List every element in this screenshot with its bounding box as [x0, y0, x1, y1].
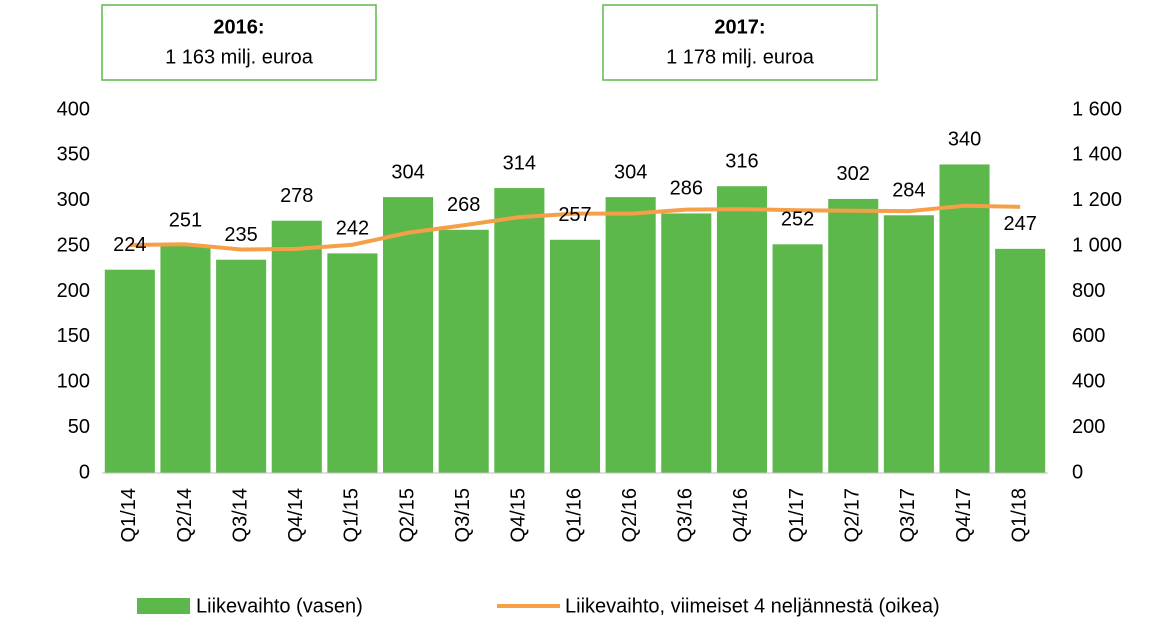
x-tick-label: Q3/16 — [675, 488, 697, 542]
data-label: 252 — [781, 209, 814, 231]
data-label: 251 — [169, 209, 202, 231]
bar — [216, 259, 267, 473]
data-label: 224 — [113, 234, 146, 256]
data-label: 304 — [391, 161, 424, 183]
legend-label: Liikevaihto (vasen) — [196, 595, 363, 617]
annotation-title: 2017: — [714, 16, 765, 38]
y-tick-label: 250 — [57, 234, 90, 256]
annotation-box — [602, 4, 878, 81]
x-tick-label: Q4/16 — [730, 488, 752, 542]
x-tick-label: Q1/15 — [341, 488, 363, 542]
legend-label: Liikevaihto, viimeiset 4 neljännestä (oi… — [565, 595, 940, 617]
y-tick-label: 200 — [57, 280, 90, 302]
data-label: 286 — [670, 178, 703, 200]
x-tick-label: Q3/17 — [897, 488, 919, 542]
data-label: 242 — [336, 218, 369, 240]
bar — [104, 269, 155, 473]
y2-tick-label: 1 000 — [1072, 234, 1122, 256]
bar — [549, 239, 601, 473]
data-label: 316 — [725, 151, 758, 173]
y2-tick-label: 0 — [1072, 461, 1083, 483]
data-label: 235 — [224, 224, 257, 246]
bar — [716, 186, 767, 474]
y2-tick-label: 400 — [1072, 371, 1105, 393]
bar — [883, 215, 934, 473]
annotation-text: 1 178 milj. euroa — [666, 46, 815, 68]
x-tick-label: Q2/16 — [619, 488, 641, 542]
y-tick-label: 0 — [79, 461, 90, 483]
data-label: 302 — [837, 163, 870, 185]
annotation-title: 2016: — [213, 16, 264, 38]
bar — [271, 220, 322, 473]
x-tick-label: Q2/17 — [842, 488, 864, 542]
y-tick-label: 400 — [57, 98, 90, 120]
legend-swatch — [137, 598, 190, 614]
x-tick-label: Q1/17 — [786, 488, 808, 542]
annotation-box — [101, 4, 377, 81]
bar — [438, 229, 489, 473]
x-tick-label: Q3/15 — [452, 488, 474, 542]
bar — [605, 197, 656, 473]
data-label: 278 — [280, 185, 313, 207]
y2-tick-label: 1 600 — [1072, 98, 1122, 120]
bar — [828, 198, 879, 473]
x-tick-label: Q4/17 — [953, 488, 975, 542]
y2-tick-label: 800 — [1072, 280, 1105, 302]
y-tick-label: 50 — [68, 416, 90, 438]
line — [129, 203, 1021, 252]
data-label: 247 — [1003, 213, 1036, 235]
x-tick-label: Q1/16 — [563, 488, 585, 542]
bar — [494, 188, 545, 474]
x-tick-label: Q1/18 — [1008, 488, 1030, 542]
x-tick-label: Q4/15 — [508, 488, 530, 542]
y2-tick-label: 200 — [1072, 416, 1105, 438]
bar — [995, 248, 1046, 473]
y2-tick-label: 1 200 — [1072, 189, 1122, 211]
bar — [160, 245, 211, 473]
y-tick-label: 100 — [57, 371, 90, 393]
y2-tick-label: 1 400 — [1072, 144, 1122, 166]
y-tick-label: 300 — [57, 189, 90, 211]
x-tick-label: Q2/14 — [174, 488, 196, 542]
x-tick-label: Q4/14 — [285, 488, 307, 542]
y2-tick-label: 600 — [1072, 325, 1105, 347]
data-label: 257 — [558, 204, 591, 226]
data-label: 314 — [503, 152, 536, 174]
bar — [939, 164, 990, 473]
data-label: 304 — [614, 161, 647, 183]
x-tick-label: Q3/14 — [229, 488, 251, 542]
y-tick-label: 150 — [57, 325, 90, 347]
data-label: 268 — [447, 194, 480, 216]
data-label: 340 — [948, 129, 981, 151]
bar — [383, 197, 434, 473]
x-tick-label: Q1/14 — [118, 488, 140, 542]
y-tick-label: 350 — [57, 144, 90, 166]
bar — [661, 213, 712, 473]
data-label: 284 — [892, 180, 925, 202]
annotation-text: 1 163 milj. euroa — [165, 46, 314, 68]
bar — [327, 253, 378, 473]
bar — [772, 244, 823, 473]
x-tick-label: Q2/15 — [396, 488, 418, 542]
